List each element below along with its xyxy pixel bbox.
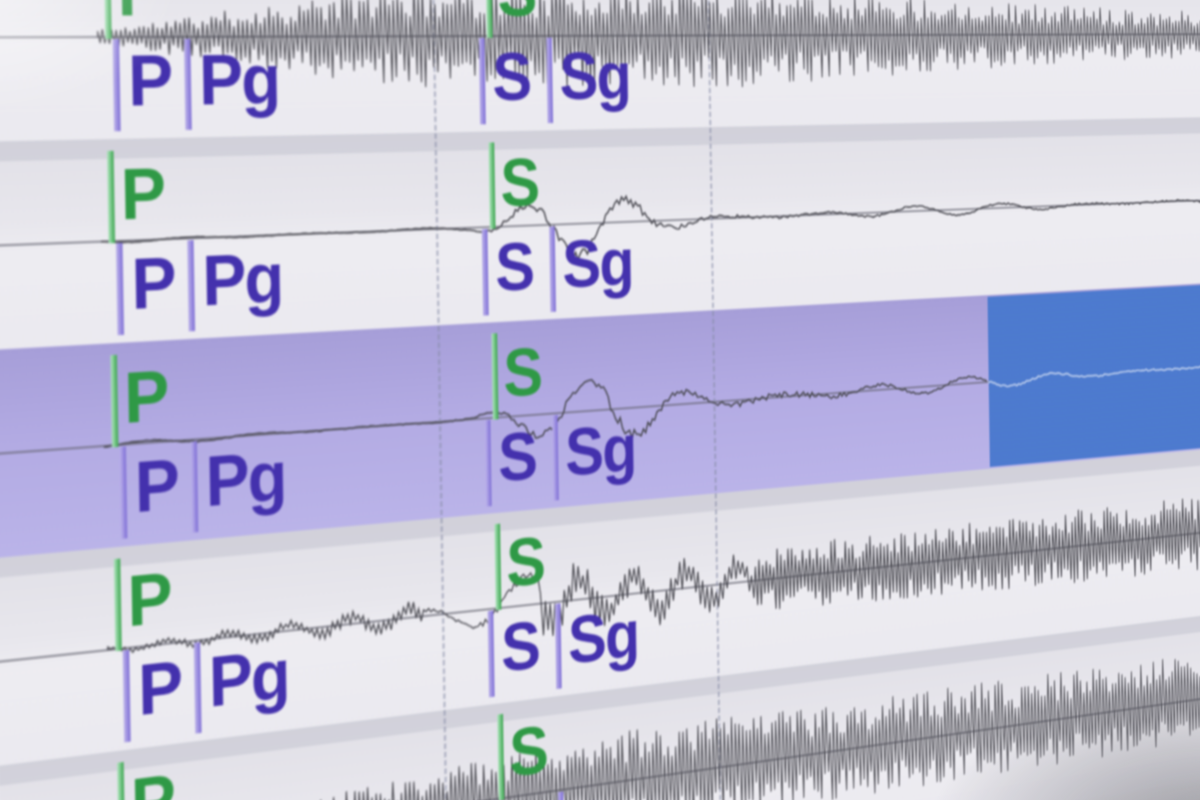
s-pick-marker-purple[interactable]	[481, 228, 489, 316]
pg-pick-marker-purple[interactable]	[183, 38, 192, 130]
p-pick-marker-green[interactable]	[117, 762, 126, 800]
s-pick-marker-green[interactable]	[497, 713, 505, 800]
p-pick-label-green: P	[126, 556, 172, 643]
s-pick-marker-green[interactable]	[491, 333, 499, 420]
p-pick-label-purple: P	[137, 645, 182, 731]
p-pick-label-purple: P	[127, 39, 173, 122]
s-pick-label-purple: S	[497, 417, 537, 497]
pg-pick-label-purple: Pg	[208, 633, 290, 723]
pg-pick-marker-purple[interactable]	[187, 240, 196, 332]
p-pick-label-green: P	[120, 152, 165, 235]
p-pick-marker-purple[interactable]	[119, 446, 128, 539]
sg-pick-label-purple: Sg	[570, 781, 641, 800]
p-pick-marker-purple[interactable]	[122, 649, 131, 743]
pg-pick-label-purple: Pg	[198, 39, 280, 120]
s-pick-label-green: S	[497, 0, 536, 31]
s-pick-marker-purple[interactable]	[484, 419, 492, 507]
p-pick-marker-green[interactable]	[103, 0, 112, 39]
p-pick-marker-purple[interactable]	[115, 242, 124, 336]
sg-pick-label-purple: Sg	[564, 410, 637, 491]
sg-pick-marker-purple[interactable]	[554, 603, 562, 690]
s-pick-label-purple: S	[491, 38, 532, 115]
sg-pick-marker-purple[interactable]	[552, 414, 559, 501]
s-pick-marker-purple[interactable]	[478, 37, 486, 125]
p-pick-marker-green[interactable]	[107, 150, 116, 244]
p-pick-marker-purple[interactable]	[112, 38, 121, 132]
s-pick-marker-green[interactable]	[485, 0, 493, 38]
p-pick-label-purple: P	[130, 241, 176, 325]
p-pick-marker-green[interactable]	[110, 354, 119, 448]
s-pick-label-green: S	[502, 333, 542, 412]
sg-pick-label-purple: Sg	[567, 595, 640, 679]
s-pick-marker-green[interactable]	[494, 523, 502, 611]
pg-pick-label-purple: Pg	[204, 435, 287, 522]
pg-pick-marker-purple[interactable]	[193, 642, 202, 734]
p-pick-marker-green[interactable]	[113, 558, 122, 652]
sg-pick-marker-purple[interactable]	[557, 791, 565, 800]
sg-pick-marker-purple[interactable]	[546, 37, 554, 124]
p-pick-label-green: P	[117, 0, 162, 31]
p-pick-label-green: P	[130, 759, 175, 800]
s-pick-label-green: S	[508, 711, 548, 792]
pg-pick-marker-purple[interactable]	[190, 441, 199, 533]
s-pick-label-purple: S	[500, 606, 540, 687]
s-pick-label-green: S	[499, 144, 539, 222]
s-pick-marker-green[interactable]	[488, 142, 496, 229]
s-pick-label-purple: S	[494, 228, 534, 306]
sg-pick-marker-purple[interactable]	[549, 226, 556, 312]
p-pick-label-green: P	[123, 354, 169, 439]
s-pick-marker-purple[interactable]	[487, 610, 495, 698]
sg-pick-label-purple: Sg	[561, 224, 634, 303]
p-pick-label-purple: P	[134, 443, 179, 528]
pg-pick-label-purple: Pg	[201, 237, 284, 321]
s-pick-label-green: S	[505, 522, 545, 602]
sg-pick-label-purple: Sg	[558, 38, 631, 114]
